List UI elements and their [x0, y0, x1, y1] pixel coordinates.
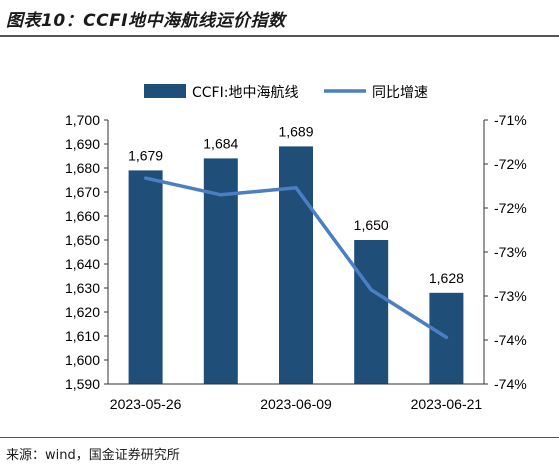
right-tick-label: -72%	[494, 200, 527, 216]
source-note: 来源：wind，国金证券研究所	[6, 448, 180, 463]
left-tick-label: 1,630	[65, 280, 100, 296]
bar	[128, 170, 163, 384]
legend-label-line: 同比增速	[372, 85, 428, 101]
left-tick-label: 1,640	[65, 256, 100, 272]
right-tick-label: -73%	[494, 244, 527, 260]
bar	[354, 240, 389, 384]
yoy-growth-line	[143, 176, 449, 340]
line-series	[143, 176, 449, 340]
legend-swatch-bar	[144, 84, 186, 98]
left-tick-label: 1,650	[65, 232, 100, 248]
left-tick-label: 1,680	[65, 160, 100, 176]
left-tick-label: 1,690	[65, 136, 100, 152]
x-tick-label: 2023-05-26	[110, 396, 182, 412]
left-tick-label: 1,660	[65, 208, 100, 224]
right-tick-label: -73%	[494, 288, 527, 304]
figure-title: 图表10：CCFI地中海航线运价指数	[6, 11, 286, 31]
x-axis: 2023-05-26 2023-06-09 2023-06-21	[108, 383, 484, 412]
left-tick-label: 1,620	[65, 304, 100, 320]
bar-value-label: 1,684	[203, 135, 238, 151]
legend-label-bar: CCFI:地中海航线	[192, 85, 298, 101]
right-tick-label: -74%	[494, 332, 527, 348]
right-tick-label: -71%	[494, 112, 527, 128]
x-tick-label: 2023-06-21	[411, 396, 483, 412]
bar-value-label: 1,689	[278, 123, 313, 139]
bar	[279, 146, 313, 384]
right-tick-label: -74%	[494, 376, 527, 392]
bar-value-label: 1,679	[128, 147, 163, 163]
x-tick-label: 2023-06-09	[260, 396, 332, 412]
right-tick-label: -72%	[494, 156, 527, 172]
data-labels: 1,679 1,684 1,689 1,650 1,628	[128, 123, 464, 285]
left-axis: 1,590 1,600 1,610 1,620 1,630 1,640 1,650 1,660…	[65, 112, 109, 392]
right-axis: -74% -74% -73% -73% -72% -72% -71%	[483, 112, 527, 392]
source-divider	[0, 437, 559, 438]
bar-series	[128, 146, 464, 384]
legend: CCFI:地中海航线 同比增速	[144, 84, 428, 101]
left-tick-label: 1,670	[65, 184, 100, 200]
left-tick-label: 1,590	[65, 376, 100, 392]
left-tick-label: 1,600	[65, 352, 100, 368]
left-tick-label: 1,700	[65, 112, 100, 128]
bar-value-label: 1,650	[354, 217, 389, 233]
left-tick-label: 1,610	[65, 328, 100, 344]
title-divider	[0, 35, 559, 37]
bar-value-label: 1,628	[429, 270, 464, 286]
